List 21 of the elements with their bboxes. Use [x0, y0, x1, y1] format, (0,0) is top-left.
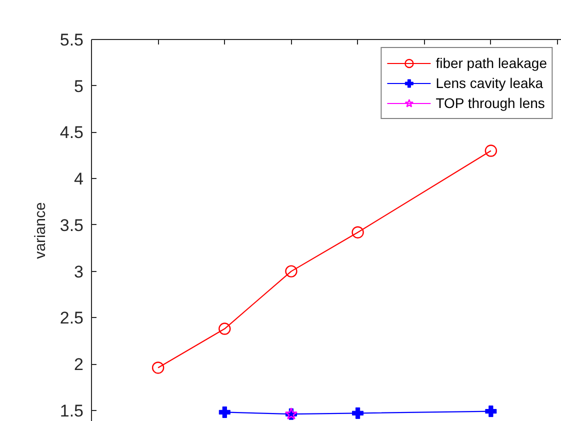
y-tick-label: 2.5: [60, 308, 84, 328]
y-tick-label: 2: [74, 355, 84, 374]
y-tick-label: 3: [74, 262, 84, 282]
y-tick-label: 5.5: [60, 30, 84, 50]
y-axis-title: variance: [32, 202, 49, 259]
point: [152, 362, 164, 374]
point: [484, 144, 498, 157]
legend-label: Lens cavity leaka: [436, 74, 544, 93]
point: [218, 406, 230, 418]
point: [352, 407, 364, 419]
y-tick-label: 4: [74, 170, 84, 189]
y-tick-label: 1.5: [60, 401, 84, 420]
y-tick-label: 4.5: [60, 123, 84, 142]
point: [352, 226, 364, 238]
point: [218, 322, 231, 335]
y-tick-label: 5: [74, 76, 84, 96]
legend-label: TOP through lens: [436, 94, 545, 113]
point: [285, 265, 298, 278]
y-tick-label: 3.5: [60, 216, 84, 235]
legend-label: fiber path leakage: [436, 54, 547, 73]
point: [485, 406, 497, 418]
